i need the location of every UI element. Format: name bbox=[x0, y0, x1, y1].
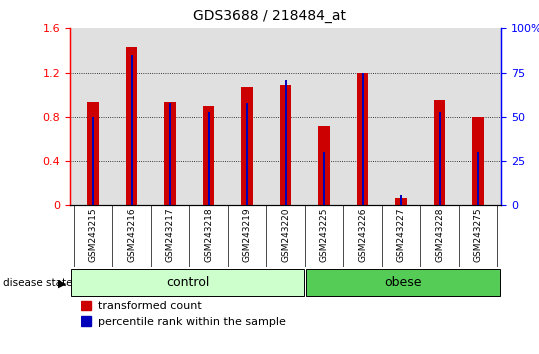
Text: GSM243218: GSM243218 bbox=[204, 207, 213, 262]
Bar bbox=[81, 301, 91, 310]
Text: GSM243216: GSM243216 bbox=[127, 207, 136, 262]
Text: GDS3688 / 218484_at: GDS3688 / 218484_at bbox=[193, 9, 346, 23]
FancyBboxPatch shape bbox=[71, 269, 305, 296]
Bar bbox=[241, 87, 253, 205]
Bar bbox=[246, 103, 248, 205]
Bar bbox=[164, 102, 176, 205]
Bar bbox=[285, 80, 287, 205]
Text: GSM243227: GSM243227 bbox=[397, 207, 406, 262]
Text: GSM243220: GSM243220 bbox=[281, 207, 290, 262]
Text: GSM243226: GSM243226 bbox=[358, 207, 367, 262]
Text: GSM243217: GSM243217 bbox=[165, 207, 175, 262]
Bar bbox=[130, 55, 133, 205]
Bar bbox=[362, 73, 364, 205]
Bar bbox=[87, 102, 99, 205]
Bar bbox=[280, 85, 292, 205]
Bar bbox=[203, 106, 215, 205]
Text: GSM243215: GSM243215 bbox=[89, 207, 98, 262]
Text: ▶: ▶ bbox=[58, 278, 67, 288]
Bar bbox=[81, 316, 91, 326]
Text: percentile rank within the sample: percentile rank within the sample bbox=[98, 317, 286, 327]
Text: GSM243219: GSM243219 bbox=[243, 207, 252, 262]
Bar bbox=[400, 195, 402, 205]
Bar bbox=[92, 117, 94, 205]
FancyBboxPatch shape bbox=[306, 269, 501, 296]
Text: disease state: disease state bbox=[3, 278, 72, 288]
Bar bbox=[357, 73, 369, 205]
Text: control: control bbox=[166, 276, 209, 289]
Bar bbox=[169, 103, 171, 205]
Bar bbox=[439, 112, 441, 205]
Text: obese: obese bbox=[384, 276, 422, 289]
Bar bbox=[472, 117, 484, 205]
Text: GSM243275: GSM243275 bbox=[474, 207, 482, 262]
Bar bbox=[126, 47, 137, 205]
Bar bbox=[208, 112, 210, 205]
Text: transformed count: transformed count bbox=[98, 301, 202, 311]
Bar bbox=[477, 152, 479, 205]
Bar bbox=[396, 198, 407, 205]
Bar bbox=[319, 126, 330, 205]
Text: GSM243225: GSM243225 bbox=[320, 207, 329, 262]
Text: GSM243228: GSM243228 bbox=[435, 207, 444, 262]
Bar bbox=[323, 152, 326, 205]
Bar bbox=[434, 100, 445, 205]
